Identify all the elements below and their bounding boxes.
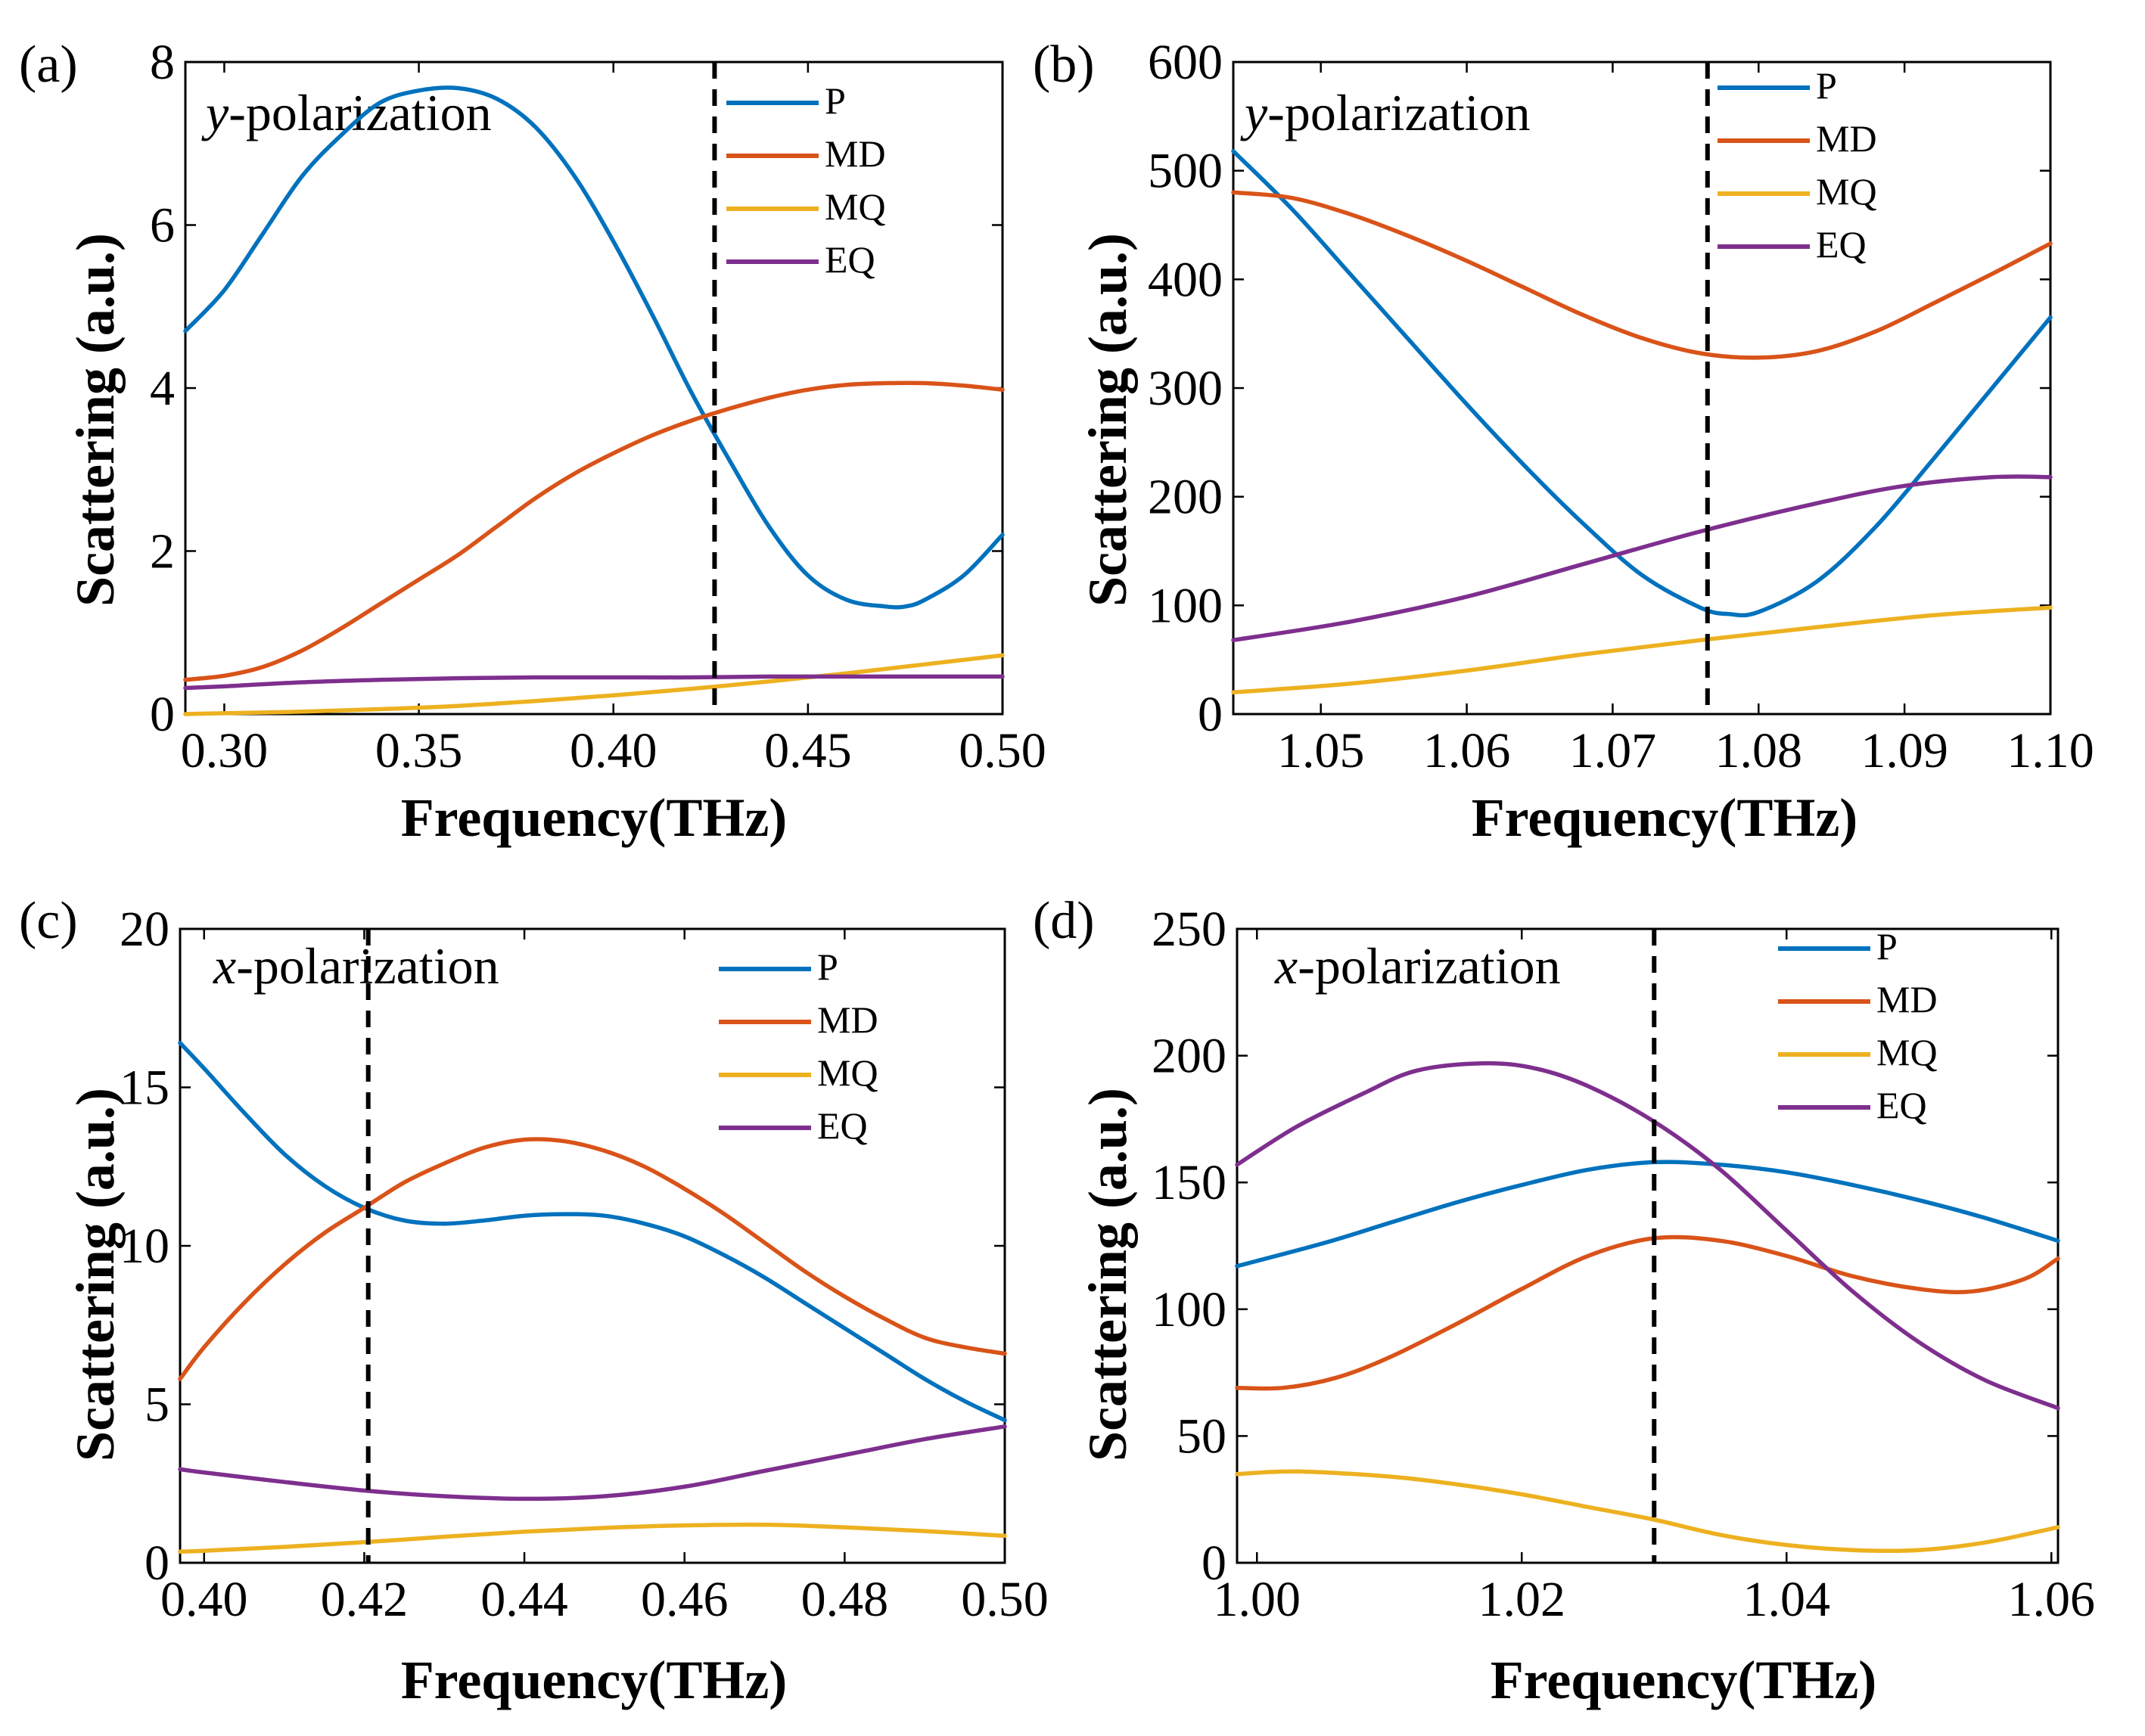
series-eq-line (183, 674, 1005, 691)
x-axis-title: Frequency(THz) (1491, 1650, 1877, 1710)
legend-label-mq: MQ (817, 1051, 878, 1094)
panel-label: (a) (19, 36, 78, 94)
panel-label: (d) (1033, 892, 1095, 950)
series-eq-line (1235, 1061, 2060, 1411)
x-tick-label: 0.40 (160, 1572, 248, 1627)
y-tick-label: 2 (150, 524, 175, 579)
x-tick-label: 1.08 (1715, 723, 1803, 778)
panel-b: (b) y-polarization Frequency(THz) Scatte… (1033, 35, 2094, 848)
polarization-label: x-polarization (213, 937, 499, 995)
legend-label-eq: EQ (817, 1104, 868, 1147)
legend-label-p: P (1876, 925, 1898, 967)
x-tick-label: 1.10 (2007, 723, 2094, 778)
y-tick-label: 8 (150, 35, 175, 90)
y-tick-label: 50 (1177, 1408, 1226, 1464)
x-tick-label: 0.35 (375, 723, 463, 778)
y-tick-label: 250 (1152, 902, 1226, 957)
x-tick-label: 1.02 (1478, 1572, 1566, 1627)
y-axis-title: Scattering (a.u.) (1077, 1088, 1138, 1461)
y-tick-label: 10 (120, 1219, 169, 1274)
x-tick-label: 0.40 (570, 723, 657, 778)
legend-label-md: MD (825, 132, 886, 175)
y-tick-label: 200 (1148, 470, 1223, 525)
x-axis-title: Frequency(THz) (1472, 787, 1858, 848)
series-p-line (1231, 149, 2053, 618)
series-md-line (178, 1137, 1007, 1381)
polarization-label: x-polarization (1274, 937, 1561, 995)
panel-a: (a) y-polarization Frequency(THz) Scatte… (19, 35, 1046, 848)
y-tick-label: 0 (1198, 687, 1223, 742)
polarization-label: y-polarization (1240, 84, 1531, 141)
series-md-line (1231, 190, 2053, 360)
series-md-line (183, 380, 1005, 682)
x-tick-label: 1.06 (1423, 723, 1511, 778)
legend-label-md: MD (817, 998, 878, 1041)
y-tick-label: 500 (1148, 144, 1223, 199)
legend-label-mq: MQ (1876, 1031, 1938, 1073)
y-axis-title: Scattering (a.u.) (65, 233, 126, 607)
y-tick-label: 100 (1148, 578, 1223, 633)
panel-label: (c) (19, 892, 78, 950)
series-mq-line (1235, 1469, 2060, 1554)
x-tick-label: 1.07 (1569, 723, 1657, 778)
y-tick-label: 6 (150, 198, 175, 253)
panel-label: (b) (1033, 36, 1095, 94)
legend-label-p: P (817, 946, 838, 988)
polarization-label: y-polarization (201, 84, 492, 141)
panel-d: (d) x-polarization Frequency(THz) Scatte… (1033, 892, 2095, 1710)
x-tick-label: 0.30 (181, 723, 269, 778)
series-mq-line (183, 653, 1005, 716)
series-mq-line (1231, 605, 2053, 695)
series-p-line (178, 1041, 1007, 1423)
panel-c: (c) x-polarization Frequency(THz) Scatte… (19, 892, 1049, 1710)
x-axis-title: Frequency(THz) (401, 1650, 788, 1710)
x-tick-label: 1.09 (1861, 723, 1948, 778)
legend-label-eq: EQ (1816, 223, 1867, 266)
legend-label-mq: MQ (1816, 170, 1877, 213)
x-tick-label: 1.00 (1214, 1572, 1301, 1627)
legend-label-mq: MQ (825, 185, 886, 228)
y-tick-label: 0 (150, 687, 175, 742)
y-tick-label: 300 (1148, 361, 1223, 416)
series-eq-line (1231, 474, 2053, 643)
y-tick-label: 600 (1148, 35, 1223, 90)
series-mq-line (178, 1522, 1007, 1554)
x-tick-label: 0.42 (321, 1572, 409, 1627)
y-tick-label: 4 (150, 361, 175, 416)
plot-area (1236, 927, 2060, 1564)
x-tick-label: 0.50 (961, 1572, 1049, 1627)
y-tick-label: 0 (145, 1536, 169, 1591)
x-tick-label: 0.45 (764, 723, 852, 778)
series-p-line (183, 85, 1005, 610)
legend-label-p: P (825, 79, 846, 122)
series-eq-line (178, 1424, 1007, 1502)
legend-label-eq: EQ (825, 238, 875, 281)
x-tick-label: 0.46 (641, 1572, 729, 1627)
x-axis-title: Frequency(THz) (401, 787, 788, 848)
legend-label-md: MD (1816, 117, 1877, 160)
y-axis-title: Scattering (a.u.) (65, 1088, 126, 1461)
y-axis-title: Scattering (a.u.) (1077, 233, 1138, 607)
legend-label-p: P (1816, 64, 1837, 107)
legend-label-md: MD (1876, 978, 1938, 1020)
y-tick-label: 400 (1148, 252, 1223, 307)
x-tick-label: 0.48 (801, 1572, 889, 1627)
legend-label-eq: EQ (1876, 1084, 1927, 1126)
y-tick-label: 150 (1152, 1155, 1226, 1210)
x-tick-label: 0.44 (480, 1572, 568, 1627)
x-tick-label: 0.50 (959, 723, 1046, 778)
y-tick-label: 20 (120, 902, 169, 957)
y-tick-label: 100 (1152, 1282, 1226, 1337)
y-tick-label: 15 (120, 1061, 169, 1116)
x-tick-label: 1.06 (2008, 1572, 2096, 1627)
y-tick-label: 200 (1152, 1029, 1226, 1084)
x-tick-label: 1.05 (1277, 723, 1365, 778)
x-tick-label: 1.04 (1743, 1572, 1831, 1627)
y-tick-label: 5 (145, 1377, 169, 1433)
y-tick-label: 0 (1202, 1536, 1226, 1591)
